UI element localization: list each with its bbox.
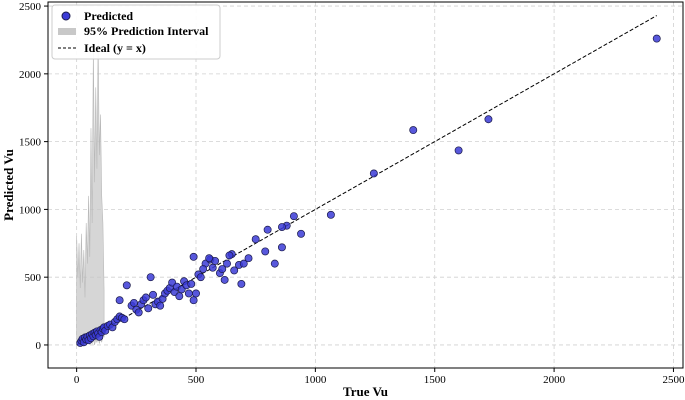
x-ticks: 0 500 1000 1500 2000 2500 xyxy=(74,368,685,386)
interval-band-area xyxy=(76,39,105,346)
data-point xyxy=(184,289,193,298)
y-tick-label: 0 xyxy=(36,340,42,352)
data-point xyxy=(196,273,205,282)
data-point xyxy=(189,296,198,305)
data-point xyxy=(237,280,246,288)
plot-frame xyxy=(47,1,684,369)
data-point xyxy=(326,210,335,219)
data-point xyxy=(297,229,305,238)
y-ticks: 0 500 1000 1500 2000 2500 xyxy=(19,1,48,352)
data-point xyxy=(156,301,165,310)
legend-interval-swatch xyxy=(58,28,76,35)
legend-label-ideal: Ideal (y = x) xyxy=(84,41,146,55)
data-point xyxy=(149,290,157,299)
legend-point-marker xyxy=(61,11,71,21)
data-point xyxy=(192,289,200,298)
data-point xyxy=(277,243,286,252)
x-tick-label: 1500 xyxy=(424,374,447,386)
data-point xyxy=(205,254,214,263)
data-point xyxy=(141,293,150,302)
data-point xyxy=(263,225,272,234)
x-axis-label: True Vu xyxy=(343,384,388,399)
y-tick-label: 1500 xyxy=(19,137,42,149)
data-point xyxy=(261,247,270,256)
legend: Predicted 95% Prediction Interval Ideal … xyxy=(51,4,221,60)
data-point xyxy=(277,223,286,231)
data-point xyxy=(270,259,279,268)
x-tick-label: 1000 xyxy=(304,374,327,386)
data-point xyxy=(122,281,131,290)
predicted-points xyxy=(76,34,661,347)
x-tick-label: 2500 xyxy=(662,374,685,386)
x-tick-label: 0 xyxy=(74,374,80,386)
prediction-interval-band xyxy=(76,39,105,346)
data-point xyxy=(454,146,463,155)
x-tick-label: 2000 xyxy=(543,374,566,386)
data-point xyxy=(223,259,231,268)
grid xyxy=(48,2,683,368)
data-point xyxy=(239,259,248,268)
data-point xyxy=(409,126,418,135)
data-point xyxy=(175,292,184,301)
y-tick-label: 2500 xyxy=(19,1,42,13)
data-point xyxy=(187,280,196,288)
data-point xyxy=(189,252,198,261)
x-tick-label: 500 xyxy=(188,374,205,386)
legend-label-predicted: Predicted xyxy=(84,9,133,23)
data-point xyxy=(208,263,217,272)
data-point xyxy=(244,254,253,263)
data-point xyxy=(199,265,208,273)
data-point xyxy=(652,34,661,43)
data-point xyxy=(129,298,138,307)
y-tick-label: 1000 xyxy=(19,204,42,216)
data-point xyxy=(369,169,378,178)
data-point xyxy=(289,212,298,221)
data-point xyxy=(220,275,229,284)
data-point xyxy=(218,265,227,273)
legend-label-interval: 95% Prediction Interval xyxy=(84,24,209,38)
y-tick-label: 500 xyxy=(25,272,42,284)
data-point xyxy=(115,296,124,305)
data-point xyxy=(144,304,153,313)
legend-box xyxy=(51,4,221,60)
y-axis-label: Predicted Vu xyxy=(1,149,16,221)
data-point xyxy=(225,251,234,260)
data-point xyxy=(484,115,493,124)
y-tick-label: 2000 xyxy=(19,69,42,81)
data-point xyxy=(146,273,155,282)
data-point xyxy=(230,266,239,275)
data-point xyxy=(120,315,129,324)
data-point xyxy=(251,235,260,244)
data-point xyxy=(134,308,143,317)
